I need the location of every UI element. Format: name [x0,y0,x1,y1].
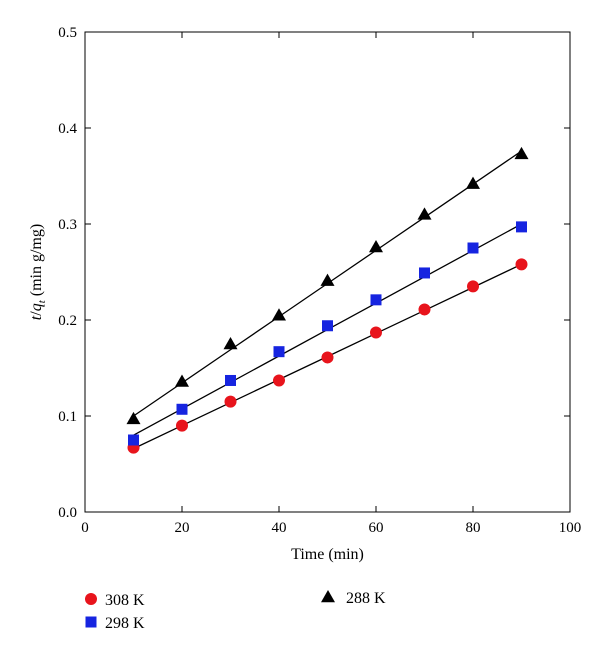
point-308k [321,351,334,364]
point-308k [515,258,528,271]
x-axis-label: Time (min) [291,546,364,563]
x-tick-label: 80 [466,520,481,536]
y-axis-label: t/qt (min g/mg) [28,224,48,320]
point-298k [516,221,527,233]
y-tick-label: 0.3 [58,217,77,233]
y-tick-label: 0.5 [58,25,77,41]
y-tick-label: 0.0 [58,505,77,521]
point-298k [273,346,285,358]
point-298k [467,242,479,254]
fit-lines [133,150,522,450]
x-tick-label: 100 [559,520,582,536]
point-288k [417,207,432,220]
point-308k [370,326,382,339]
point-298k [419,267,430,279]
point-288k [369,240,383,253]
point-308k [224,395,237,408]
data-markers [126,146,529,454]
point-298k [128,434,139,446]
point-308k [273,374,285,387]
x-tick-label: 0 [81,520,89,536]
point-288k [320,273,335,286]
point-288k [175,374,189,387]
point-298k [176,403,188,415]
point-298k [370,294,382,306]
y-tick-label: 0.4 [58,121,77,137]
legend-marker-298k [85,616,97,628]
legend-label-298k: 298 K [105,615,145,632]
x-tick-label: 60 [369,520,384,536]
point-288k [126,411,141,425]
point-288k [272,308,286,321]
x-tick-label: 20 [175,520,190,536]
x-tick-label: 40 [272,520,287,536]
point-308k [418,303,431,316]
plot-frame [84,31,571,513]
legend-marker-288k [321,590,335,603]
legend-label-288k: 288 K [346,590,386,607]
legend-label-308k: 308 K [105,592,145,609]
legend-marker-308k [85,593,97,605]
point-308k [176,419,188,432]
legend: 308 K 298 K 288 K [85,590,386,632]
y-tick-label: 0.2 [58,313,77,329]
point-298k [322,320,333,332]
point-298k [225,374,236,386]
point-288k [466,176,480,189]
axis-ticks: 0 20 40 60 80 100 0.0 0.1 0.2 0.3 0.4 0.5 [58,25,581,536]
point-308k [467,280,479,293]
point-288k [514,146,529,160]
y-tick-label: 0.1 [58,409,77,425]
point-288k [223,337,238,350]
